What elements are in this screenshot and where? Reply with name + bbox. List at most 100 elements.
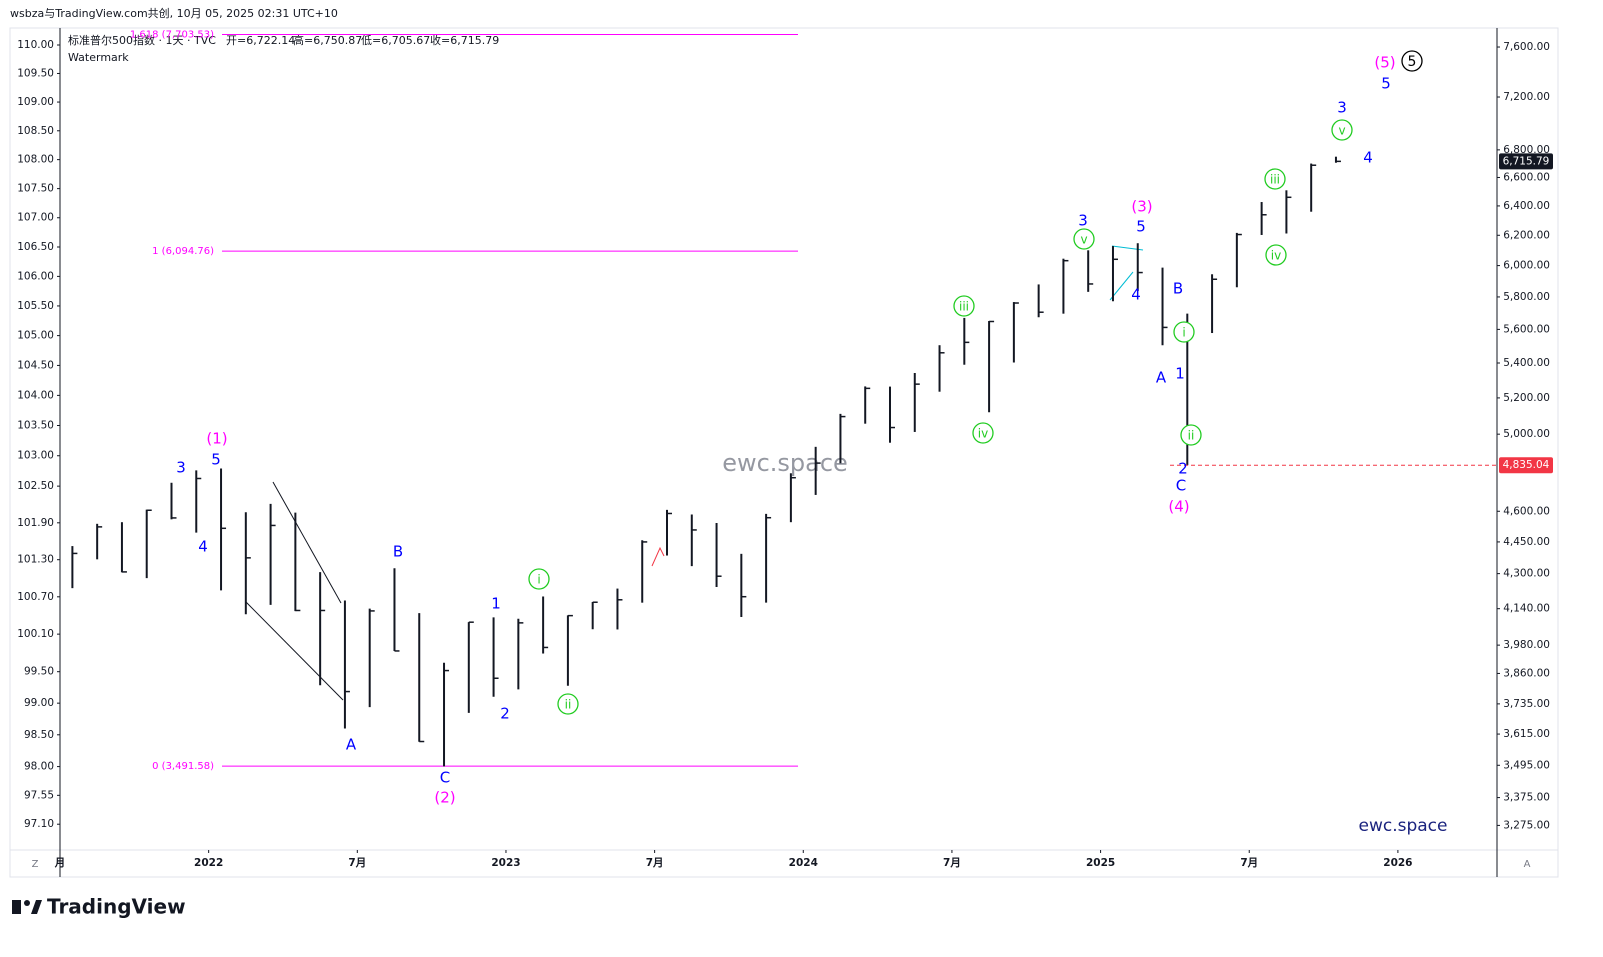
x-tick-label: 7月: [1240, 857, 1258, 869]
logo-mark: [12, 900, 21, 914]
y-tick-label: 100.70: [17, 591, 54, 603]
wave-label: 5: [1408, 54, 1417, 70]
y-tick-label: 105.50: [17, 300, 54, 312]
wave-label: (4): [1168, 498, 1189, 516]
wave-label: v: [1338, 124, 1345, 138]
y-tick-label: 106.50: [17, 241, 54, 253]
legend-open: 开=6,722.14: [226, 34, 295, 47]
wave-label: B: [393, 543, 403, 561]
wave-label: iv: [978, 427, 988, 441]
y-tick-label: 107.50: [17, 183, 54, 195]
wave-label: iv: [1271, 249, 1281, 263]
y2-tick-label: 4,450.00: [1503, 536, 1550, 548]
wedge: [245, 245, 1144, 701]
wave-label: 4: [1131, 286, 1141, 304]
y-tick-label: 98.00: [24, 761, 54, 773]
wave-label: C: [1176, 477, 1186, 495]
wave-label: B: [1173, 280, 1183, 298]
wave-label: i: [537, 573, 540, 587]
wave-circle: [1173, 321, 1195, 343]
logo-dot: [24, 900, 30, 906]
y2-tick-label: 4,600.00: [1503, 505, 1550, 517]
wave-label: 2: [1178, 460, 1188, 478]
drawing: [651, 546, 665, 567]
wave-label: iii: [1270, 173, 1280, 187]
y-tick-label: 98.50: [24, 729, 54, 741]
wave-circle: [1180, 424, 1202, 446]
corner-a[interactable]: A: [1524, 859, 1531, 870]
wave-label: (3): [1131, 198, 1152, 216]
y2-tick-label: 5,400.00: [1503, 357, 1550, 369]
y-tick-label: 101.30: [17, 554, 54, 566]
y-tick-label: 109.50: [17, 67, 54, 79]
x-tick-label: 2023: [491, 857, 520, 869]
y2-tick-label: 6,200.00: [1503, 229, 1550, 241]
wave-label: v: [1080, 233, 1087, 247]
series: [71, 156, 1341, 767]
wave-circle: [1331, 119, 1353, 141]
y2-tick-label: 4,300.00: [1503, 568, 1550, 580]
wave-label: A: [1156, 369, 1167, 387]
wave-label: 5: [1136, 218, 1146, 236]
wave-label: 5: [1381, 75, 1391, 93]
y2-tick-label: 5,800.00: [1503, 291, 1550, 303]
y2-tick-label: 6,000.00: [1503, 260, 1550, 272]
wave-label: 2: [500, 705, 510, 723]
y-tick-label: 109.00: [17, 96, 54, 108]
logo-mark: [31, 900, 42, 914]
y-tick-label: 104.50: [17, 359, 54, 371]
wave-circle: [557, 693, 579, 715]
y2-tick-label: 4,140.00: [1503, 603, 1550, 615]
y-tick-label: 99.00: [24, 697, 54, 709]
trendline: [272, 481, 342, 604]
y2-tick-label: 5,600.00: [1503, 323, 1550, 335]
fib-label: 0 (3,491.58): [152, 761, 214, 772]
y-tick-label: 110.00: [17, 39, 54, 51]
y-tick-label: 102.50: [17, 480, 54, 492]
wave-label: (2): [434, 789, 455, 807]
watermark: ewc.space: [722, 449, 848, 477]
x-tick-label: 7月: [646, 857, 664, 869]
y2-tick-label: 3,860.00: [1503, 667, 1550, 679]
y-tick-label: 103.50: [17, 419, 54, 431]
y2-tick-label: 3,615.00: [1503, 728, 1550, 740]
price-tag-label: 4,835.04: [1503, 459, 1550, 471]
y-tick-label: 107.00: [17, 212, 54, 224]
y-tick-label: 100.10: [17, 628, 54, 640]
wave-label: (1): [206, 430, 227, 448]
x-tick-label: 7月: [348, 857, 366, 869]
wave-label: iii: [959, 300, 969, 314]
x-tick-label: 2024: [789, 857, 818, 869]
wave-label: (5): [1374, 54, 1395, 72]
wave-label: A: [346, 736, 357, 754]
y-tick-label: 106.00: [17, 270, 54, 282]
fib-label: 1.618 (7,703.53): [130, 30, 214, 41]
y2-tick-label: 3,980.00: [1503, 639, 1550, 651]
x-tick-label: 2026: [1383, 857, 1412, 869]
wave-label: 1: [491, 595, 501, 613]
fib-label: 1 (6,094.76): [152, 246, 214, 257]
brand: TradingView: [47, 895, 186, 919]
signature: ewc.space: [1359, 816, 1448, 836]
corner-z[interactable]: Z: [32, 859, 39, 870]
wave-circle: [972, 422, 994, 444]
wave-circle: [953, 295, 975, 317]
y-tick-label: 99.50: [24, 666, 54, 678]
frame: [9, 27, 1559, 878]
y2-tick-label: 3,375.00: [1503, 792, 1550, 804]
wave-circle: [1264, 168, 1286, 190]
y2-tick-label: 3,275.00: [1503, 819, 1550, 831]
trendline: [245, 601, 344, 701]
wave-label: 5: [211, 451, 221, 469]
wave-label: ii: [1188, 429, 1195, 443]
caption: wsbza与TradingView.com共创, 10月 05, 2025 02…: [10, 7, 338, 20]
logo: [12, 900, 42, 914]
x-tick-label: 月: [54, 857, 66, 869]
y2-tick-label: 3,495.00: [1503, 759, 1550, 771]
last-price-tag: [1499, 153, 1553, 170]
y2-tick-label: 7,200.00: [1503, 91, 1550, 103]
wave-label: 3: [1078, 212, 1088, 230]
wave-label: 3: [1337, 99, 1347, 117]
wave-label: 1: [1175, 365, 1185, 383]
y-tick-label: 105.00: [17, 330, 54, 342]
